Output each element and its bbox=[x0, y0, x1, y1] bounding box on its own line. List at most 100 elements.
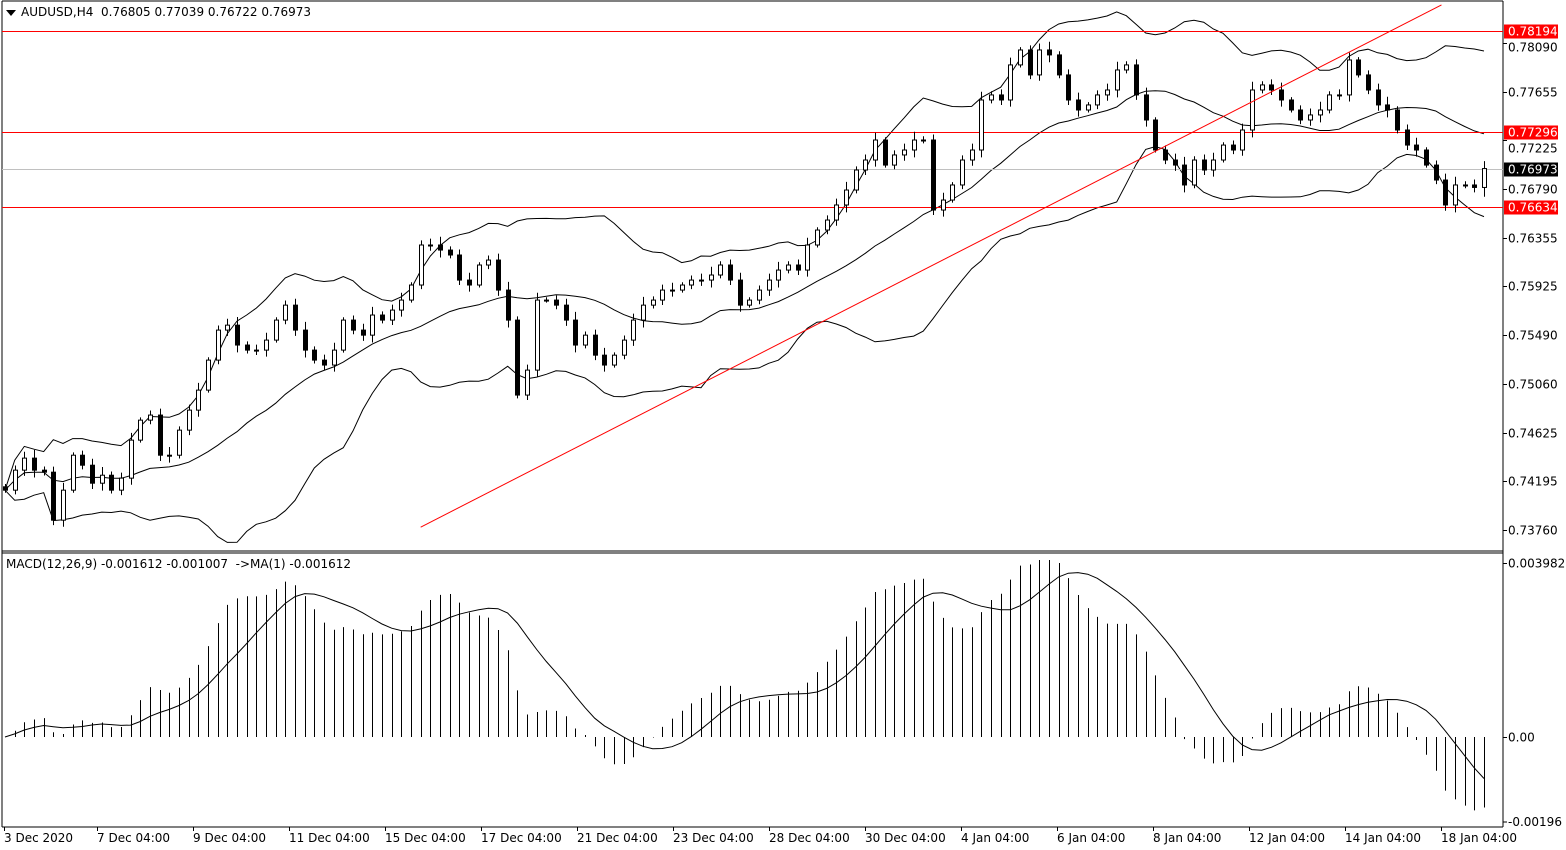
chart-header[interactable]: AUDUSD,H4 0.76805 0.77039 0.76722 0.7697… bbox=[6, 5, 311, 19]
candle bbox=[399, 292, 404, 317]
bear-candle-body bbox=[1066, 74, 1071, 101]
bull-candle-body bbox=[941, 199, 946, 211]
candle bbox=[1337, 89, 1342, 100]
candle bbox=[225, 318, 230, 336]
candle bbox=[1182, 156, 1187, 193]
candle bbox=[1385, 96, 1390, 118]
bull-candle-body bbox=[960, 159, 965, 186]
candle bbox=[109, 471, 114, 494]
candle bbox=[187, 404, 192, 436]
bear-candle-body bbox=[1047, 49, 1052, 56]
bollinger-bands bbox=[4, 11, 1485, 543]
candle bbox=[322, 354, 327, 371]
bear-candle-body bbox=[602, 354, 607, 366]
bear-candle-body bbox=[1144, 94, 1149, 121]
candle bbox=[602, 347, 607, 372]
candle bbox=[1153, 117, 1158, 153]
level-price-label: 0.76634 bbox=[1508, 201, 1558, 215]
level-price-badge bbox=[1504, 125, 1558, 140]
bear-candle-body bbox=[1231, 144, 1236, 151]
bear-candle-body bbox=[245, 344, 250, 351]
candle bbox=[709, 266, 714, 288]
trendline-group[interactable] bbox=[420, 4, 1442, 528]
bear-candle-body bbox=[1366, 74, 1371, 91]
candle bbox=[854, 166, 859, 194]
bull-candle-body bbox=[206, 359, 211, 391]
bull-candle-body bbox=[757, 289, 762, 301]
candle bbox=[622, 335, 627, 360]
bear-candle-body bbox=[728, 264, 733, 281]
bear-candle-body bbox=[1472, 184, 1477, 188]
bear-candle-body bbox=[457, 254, 462, 281]
candle bbox=[921, 136, 926, 144]
candle bbox=[718, 261, 723, 279]
bear-candle-body bbox=[448, 249, 453, 256]
candle bbox=[970, 143, 975, 166]
macd-signal-line bbox=[4, 572, 1485, 779]
bear-candle-body bbox=[351, 319, 356, 331]
bull-candle-body bbox=[631, 319, 636, 341]
price-tick-label: 0.75490 bbox=[1508, 329, 1558, 343]
bull-candle-body bbox=[119, 477, 124, 491]
candle bbox=[361, 323, 366, 341]
bear-candle-body bbox=[1163, 149, 1168, 161]
bull-candle-body bbox=[399, 299, 404, 311]
bull-candle-body bbox=[902, 149, 907, 156]
bull-candle-body bbox=[477, 264, 482, 286]
candle bbox=[235, 316, 240, 353]
bear-candle-body bbox=[1424, 149, 1429, 166]
bear-candle-body bbox=[1385, 104, 1390, 111]
bull-candle-body bbox=[1482, 168, 1487, 188]
bull-candle-body bbox=[100, 474, 105, 484]
time-tick-label: 28 Dec 04:00 bbox=[769, 831, 850, 845]
time-tick-label: 17 Dec 04:00 bbox=[481, 831, 562, 845]
bull-candle-body bbox=[274, 319, 279, 341]
macd-pane bbox=[4, 560, 1485, 811]
candle bbox=[264, 332, 269, 357]
candle bbox=[660, 284, 665, 306]
candle bbox=[631, 313, 636, 346]
bull-candle-body bbox=[1250, 89, 1255, 131]
bear-candle-body bbox=[1269, 84, 1274, 91]
candle bbox=[1192, 156, 1197, 189]
macd-header: MACD(12,26,9) -0.001612 -0.001007 ->MA(1… bbox=[6, 557, 351, 571]
ohlc-close: 0.76973 bbox=[261, 5, 311, 19]
dropdown-triangle-icon[interactable] bbox=[6, 9, 16, 16]
bull-candle-body bbox=[1347, 59, 1352, 96]
price-tick-label: 0.77225 bbox=[1508, 142, 1558, 156]
candle bbox=[738, 272, 743, 312]
candle bbox=[71, 452, 76, 493]
level-price-badge bbox=[1504, 200, 1558, 215]
candle bbox=[863, 154, 868, 175]
candle bbox=[844, 181, 849, 213]
candle bbox=[825, 215, 830, 235]
price-tick-label: 0.74195 bbox=[1508, 475, 1558, 489]
candles bbox=[3, 41, 1487, 527]
bear-candle-body bbox=[1414, 144, 1419, 151]
bull-candle-body bbox=[341, 319, 346, 351]
bull-candle-body bbox=[148, 414, 153, 421]
candle bbox=[1289, 97, 1294, 113]
bear-candle-body bbox=[109, 474, 114, 491]
bear-candle-body bbox=[1289, 99, 1294, 111]
bull-candle-body bbox=[950, 184, 955, 201]
bull-candle-body bbox=[1124, 64, 1129, 71]
bull-candle-body bbox=[196, 389, 201, 411]
level-price-badge bbox=[1504, 24, 1558, 39]
bear-candle-body bbox=[1173, 159, 1178, 166]
bear-candle-body bbox=[3, 486, 8, 491]
candle bbox=[1086, 102, 1091, 113]
candle bbox=[1134, 59, 1139, 100]
bear-candle-body bbox=[361, 329, 366, 336]
candle bbox=[641, 296, 646, 328]
bear-candle-body bbox=[1298, 109, 1303, 121]
candle bbox=[999, 89, 1004, 105]
time-tick-label: 12 Jan 04:00 bbox=[1249, 831, 1325, 845]
candle bbox=[873, 132, 878, 167]
candle bbox=[303, 321, 308, 358]
candle bbox=[496, 253, 501, 296]
bull-candle-body bbox=[979, 99, 984, 151]
candle bbox=[912, 131, 917, 158]
